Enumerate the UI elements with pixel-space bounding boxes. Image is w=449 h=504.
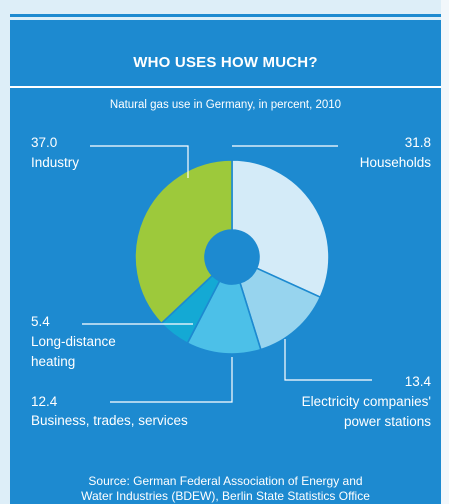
category-label-3-0: Long-distance (31, 334, 116, 349)
value-label-0: 31.8 (405, 135, 431, 150)
slice-4 (134, 159, 233, 325)
title-divider (10, 86, 441, 88)
chart-subtitle: Natural gas use in Germany, in percent, … (109, 99, 342, 111)
source-note: Source: German Federal Association of En… (10, 474, 441, 504)
source-line-1: Source: German Federal Association of En… (88, 474, 363, 488)
category-label-1-1: power stations (344, 414, 431, 429)
infographic-panel: WHO USES HOW MUCH? Natural gas use in Ge… (10, 20, 441, 504)
leader-line-4 (90, 145, 189, 178)
top-rule (10, 14, 441, 17)
chart-title: WHO USES HOW MUCH? (133, 54, 318, 71)
category-label-0-0: Households (360, 155, 432, 170)
value-label-3: 5.4 (31, 314, 50, 329)
value-label-4: 37.0 (31, 135, 57, 150)
source-line-2: Water Industries (BDEW), Berlin State St… (81, 489, 370, 503)
category-label-3-1: heating (31, 354, 75, 369)
value-label-1: 13.4 (405, 374, 432, 389)
leader-line-2 (110, 357, 233, 403)
category-label-4-0: Industry (31, 155, 79, 170)
value-label-2: 12.4 (31, 394, 58, 409)
slice-2 (186, 279, 262, 355)
category-label-2-0: Business, trades, services (31, 413, 188, 428)
category-label-1-0: Electricity companies' (302, 394, 431, 409)
edge-strip (441, 0, 449, 504)
slice-0 (231, 159, 330, 299)
leader-line-1 (284, 339, 372, 381)
